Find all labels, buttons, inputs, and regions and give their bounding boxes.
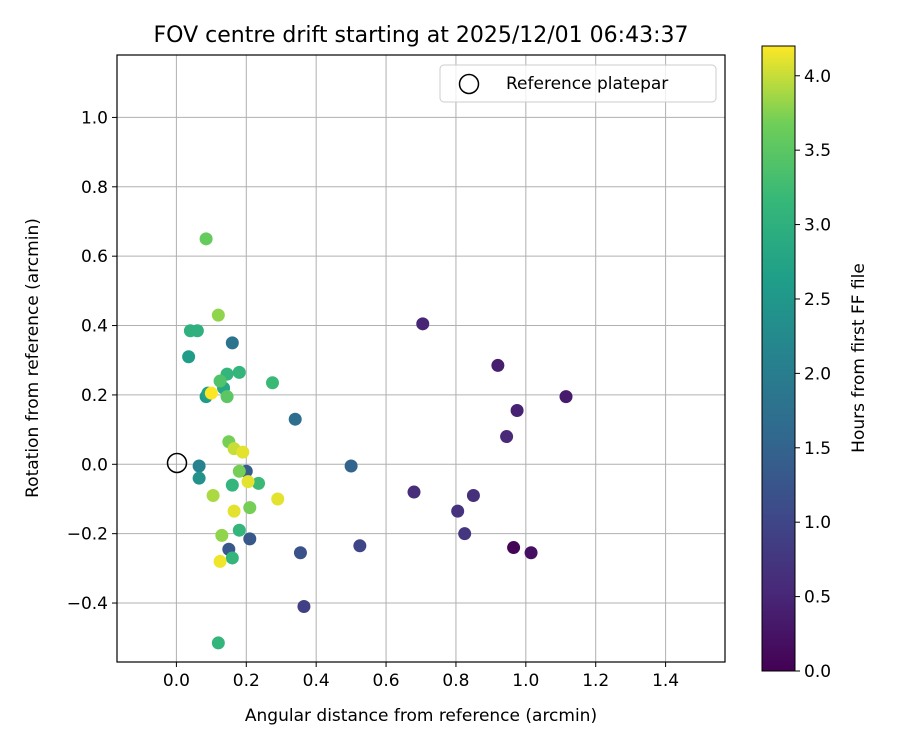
data-point <box>243 501 257 515</box>
data-point <box>288 412 302 426</box>
y-tick-label: 0.4 <box>81 317 108 337</box>
data-point <box>211 636 225 650</box>
y-axis-label: Rotation from reference (arcmin) <box>23 218 43 498</box>
colorbar-tick-label: 2.0 <box>804 364 831 384</box>
data-point <box>192 459 206 473</box>
colorbar-tick-label: 0.5 <box>804 588 831 608</box>
x-axis-label: Angular distance from reference (arcmin) <box>245 706 597 726</box>
data-point <box>213 374 227 388</box>
data-point <box>451 504 465 518</box>
colorbar-tick-label: 2.5 <box>804 290 831 310</box>
data-point <box>215 528 229 542</box>
data-point <box>204 386 218 400</box>
data-point <box>458 527 472 541</box>
data-point <box>344 459 358 473</box>
data-point <box>225 551 239 565</box>
data-point <box>225 336 239 350</box>
colorbar-frame <box>761 45 796 672</box>
data-point <box>500 430 514 444</box>
y-axis-ticks: −0.4 −0.2 0.0 0.2 0.4 0.6 0.8 1.0 <box>67 108 117 614</box>
data-point <box>182 350 196 364</box>
colorbar-tick-label: 0.0 <box>804 662 831 682</box>
plot-frame <box>116 54 726 663</box>
data-point <box>232 464 246 478</box>
x-tick-label: 0.0 <box>163 671 190 691</box>
data-point <box>559 390 573 404</box>
legend-box <box>439 64 717 103</box>
data-point <box>206 489 220 503</box>
data-point <box>236 445 250 459</box>
data-point <box>192 471 206 485</box>
colorbar-tick-label: 1.0 <box>804 513 831 533</box>
y-tick-label: 0.0 <box>81 455 108 475</box>
legend-marker <box>458 73 480 95</box>
data-point <box>243 532 257 546</box>
data-point <box>232 365 246 379</box>
y-tick-label: 0.8 <box>81 178 108 198</box>
data-point <box>507 541 521 555</box>
data-point <box>190 324 204 338</box>
x-axis-ticks: 0.0 0.2 0.4 0.6 0.8 1.0 1.2 1.4 <box>163 662 679 691</box>
colorbar-ticks: 0.0 0.5 1.0 1.5 2.0 2.5 3.0 3.5 4.0 <box>795 67 831 682</box>
data-point <box>252 476 266 490</box>
colorbar-tick-label: 4.0 <box>804 67 831 87</box>
data-point <box>211 308 225 322</box>
data-point <box>232 523 246 537</box>
data-point <box>510 404 524 418</box>
y-tick-label: 0.6 <box>81 247 108 267</box>
data-point <box>213 554 227 568</box>
data-point <box>199 232 213 246</box>
legend-label: Reference platepar <box>506 74 668 94</box>
colorbar: 0.0 0.5 1.0 1.5 2.0 2.5 3.0 3.5 4.0 Hours from f… <box>761 45 869 682</box>
y-tick-label: −0.4 <box>67 594 108 614</box>
data-point <box>225 478 239 492</box>
x-tick-label: 1.0 <box>512 671 539 691</box>
colorbar-tick-label: 1.5 <box>804 439 831 459</box>
colorbar-gradient <box>762 46 795 671</box>
data-point <box>241 475 255 489</box>
data-point <box>407 485 421 499</box>
y-tick-label: −0.2 <box>67 525 108 545</box>
data-point <box>353 539 367 553</box>
colorbar-tick-label: 3.5 <box>804 141 831 161</box>
data-point <box>297 600 311 614</box>
data-point <box>466 489 480 503</box>
data-point <box>293 546 307 560</box>
data-point <box>271 492 285 506</box>
reference-point-marker <box>166 452 188 474</box>
data-point <box>524 546 538 560</box>
data-points <box>182 232 573 650</box>
legend: Reference platepar <box>439 64 717 103</box>
y-tick-label: 1.0 <box>81 108 108 128</box>
x-tick-label: 1.2 <box>582 671 609 691</box>
x-tick-label: 0.2 <box>233 671 260 691</box>
colorbar-tick-label: 3.0 <box>804 216 831 236</box>
chart-title: FOV centre drift starting at 2025/12/01 … <box>154 23 689 48</box>
x-tick-label: 0.8 <box>442 671 469 691</box>
x-tick-label: 1.4 <box>652 671 679 691</box>
x-tick-label: 0.6 <box>373 671 400 691</box>
data-point <box>265 376 279 390</box>
y-tick-label: 0.2 <box>81 386 108 406</box>
data-point <box>416 317 430 331</box>
colorbar-label: Hours from first FF file <box>849 263 869 453</box>
data-point <box>491 358 505 372</box>
data-point <box>220 390 234 404</box>
x-tick-label: 0.4 <box>303 671 330 691</box>
data-point <box>227 504 241 518</box>
grid <box>117 55 725 662</box>
